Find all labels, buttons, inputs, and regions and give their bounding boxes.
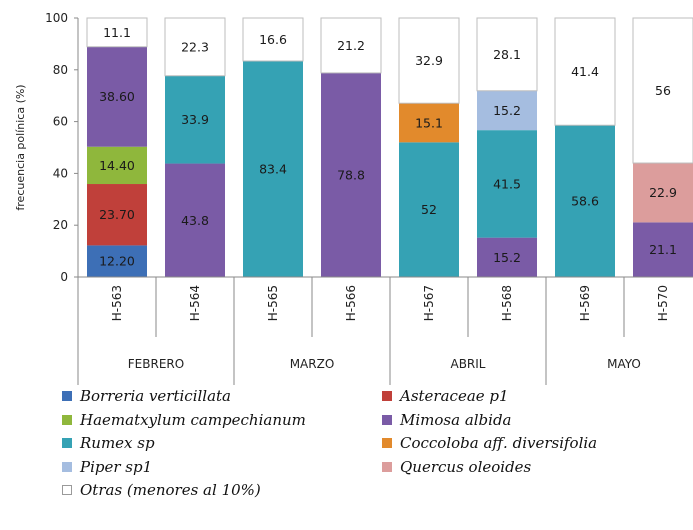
data-label: 41.4 [571,64,599,79]
legend-label: Haematxylum campechianum [80,410,306,429]
legend-item: Coccoloba aff. diversifolia [382,433,597,453]
y-tick-label: 60 [53,115,68,129]
data-label: 12.20 [99,254,135,269]
legend-swatch [62,485,72,495]
legend-item: Piper sp1 [62,457,152,477]
x-tick-label: H-566 [344,285,358,321]
bar-segment [476,17,538,92]
legend-label: Borreria verticillata [80,387,232,405]
bar-segment [87,46,147,147]
data-label: 23.70 [99,207,135,222]
data-label: 28.1 [493,47,521,62]
bar-segment [632,17,693,164]
bar-segment [399,103,459,143]
data-label: 38.60 [99,89,135,104]
y-tick-label: 0 [60,270,68,284]
data-label: 32.9 [415,53,443,68]
bar-segment [477,237,537,277]
bar-segment [164,17,226,77]
legend-swatch [382,414,392,425]
data-label: 33.9 [181,112,209,127]
bar-segment [399,142,459,277]
data-label: 22.3 [181,39,209,54]
bar-segment [165,163,225,277]
bar-segment [398,17,460,104]
legend-item: Haematxylum campechianum [62,410,306,430]
x-tick-label: H-564 [188,285,202,321]
data-label: 43.8 [181,213,209,228]
group-label: MAYO [607,357,641,371]
legend-swatch [62,438,72,448]
x-tick-label: H-567 [422,285,436,321]
data-label: 15.1 [415,115,443,130]
group-label: MARZO [290,357,335,371]
x-tick-label: H-563 [110,285,124,321]
legend-label: Quercus oleoides [400,457,532,476]
group-label: ABRIL [450,357,485,371]
legend-swatch [382,438,392,448]
chart: 0 20 40 60 80 100 frecuencia polínica (%) 12.20… [14,11,693,385]
legend-label: Asteraceae p1 [400,387,509,405]
bar-segment [165,75,225,164]
legend-item: Mimosa albida [382,410,512,430]
legend-label: Coccoloba aff. diversifolia [400,434,598,452]
data-label: 15.2 [493,103,521,118]
bar-segment [477,130,537,238]
data-label: 14.40 [99,158,135,173]
y-tick-label: 20 [53,218,68,232]
legend-label: Rumex sp [80,434,155,452]
bar-segment [87,146,147,185]
legend-label: Mimosa albida [400,410,512,429]
y-tick-label: 100 [45,11,68,25]
bar-segment [243,60,303,277]
x-tick-label: H-565 [266,285,280,321]
bar-segment [242,17,304,62]
y-tick-label: 80 [53,63,68,77]
bar-segment [477,90,537,131]
data-label: 15.2 [493,250,521,265]
y-axis-label: frecuencia polínica (%) [14,84,27,210]
bar-segment [633,163,693,223]
bar-segment [87,184,147,246]
data-label: 78.8 [337,167,365,182]
data-label: 11.1 [103,25,131,40]
legend-swatch [382,461,392,472]
data-label: 22.9 [649,185,677,200]
legend-item: Otras (menores al 10%) [62,480,261,500]
bar-segment [86,17,148,48]
data-label: 21.1 [649,242,677,257]
x-tick-label: H-570 [656,285,670,321]
legend-swatch [62,414,72,425]
legend-label: Otras (menores al 10%) [80,481,261,499]
legend-item: Quercus oleoides [382,457,531,477]
bar-segment [554,17,616,126]
data-label: 58.6 [571,194,599,209]
bar-segment [555,125,615,277]
data-label: 16.6 [259,32,287,47]
bar-segment [633,222,693,277]
group-label: FEBRERO [128,357,184,371]
data-label: 52 [421,202,437,217]
legend-swatch [62,461,72,472]
legend-swatch [62,391,72,401]
data-label: 41.5 [493,176,521,191]
data-label: 83.4 [259,161,287,176]
legend-label: Piper sp1 [80,457,153,476]
legend-item: Asteraceae p1 [382,386,509,406]
legend-item: Borreria verticillata [62,386,231,406]
bar-segment [321,72,381,278]
x-tick-label: H-568 [500,285,514,321]
legend-swatch [382,391,392,401]
x-tick-label: H-569 [578,285,592,321]
legend-item: Rumex sp [62,433,155,453]
bar-segment [87,245,147,277]
bar-segment [320,17,382,74]
y-tick-label: 40 [53,166,68,180]
data-label: 56 [655,83,671,98]
data-label: 21.2 [337,38,365,53]
